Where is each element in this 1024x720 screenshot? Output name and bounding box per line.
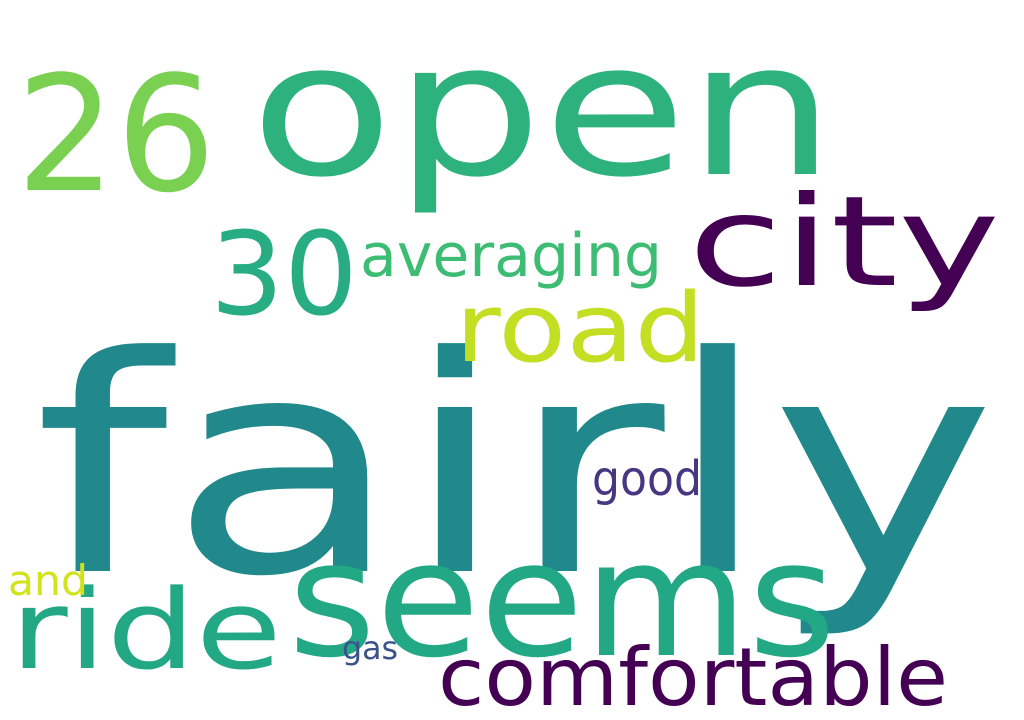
word-30: 30 bbox=[210, 208, 358, 342]
word-comfortable: comfortable bbox=[438, 631, 949, 720]
word-ride: ride bbox=[10, 566, 282, 694]
word-fairly: fairly bbox=[34, 293, 997, 642]
word-seems: seems bbox=[288, 506, 837, 693]
word-and: and bbox=[8, 556, 88, 605]
word-city: city bbox=[688, 170, 1001, 315]
word-good: good bbox=[592, 451, 702, 507]
word-open: open bbox=[250, 2, 836, 218]
word-gas: gas bbox=[342, 629, 399, 667]
word-road: road bbox=[455, 274, 705, 384]
word-26: 26 bbox=[16, 41, 216, 228]
word-averaging: averaging bbox=[360, 221, 663, 291]
